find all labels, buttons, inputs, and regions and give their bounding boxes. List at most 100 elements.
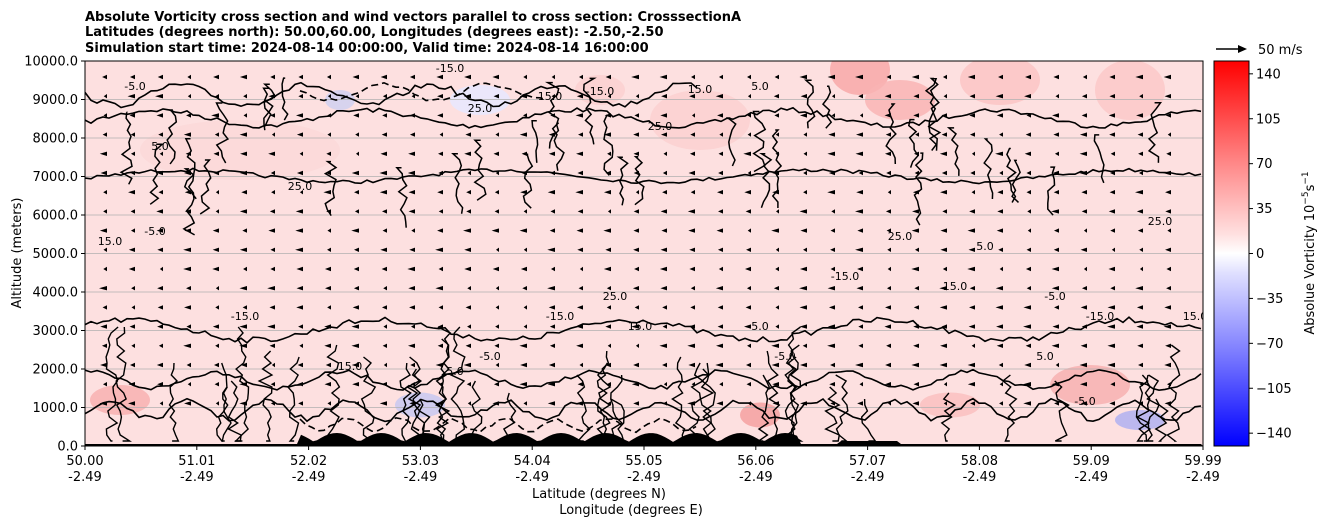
wind-vector [215, 305, 219, 310]
wind-vector [240, 151, 247, 156]
wind-vector [660, 209, 667, 214]
contour-label: -5.0 [1044, 290, 1065, 303]
wind-vector [243, 266, 247, 272]
wind-vector [101, 343, 107, 348]
y-axis: 0.0 1000.0 2000.0 3000.0 4000.0 5000.0 6000.0 7… [24, 55, 85, 455]
wind-vector [1108, 113, 1115, 118]
wind-vector [803, 151, 807, 156]
wind-vector [799, 305, 807, 310]
wind-vector [774, 113, 779, 118]
wind-vector [437, 228, 443, 233]
wind-vector [186, 324, 191, 329]
wind-vector [998, 362, 1003, 368]
wind-vector [914, 170, 919, 176]
contour-line [119, 111, 133, 185]
wind-vector [438, 305, 443, 310]
wind-vector [995, 94, 1003, 99]
wind-vector [1026, 170, 1031, 176]
wind-vector [716, 401, 723, 406]
wind-vector [605, 74, 611, 80]
wind-vector [1137, 343, 1143, 348]
wind-vector [103, 209, 107, 214]
wind-vector [662, 170, 667, 176]
contour-line [262, 87, 274, 131]
wind-vector [1024, 362, 1031, 368]
wind-vector [438, 382, 443, 387]
wind-vector [940, 247, 947, 252]
wind-vector [467, 401, 471, 406]
wind-vector [103, 94, 107, 99]
wind-vector [828, 132, 835, 137]
wind-vector [158, 132, 163, 137]
wind-vector [939, 286, 947, 291]
wind-vector [295, 228, 303, 233]
wind-vector [183, 247, 191, 252]
wind-vector [381, 382, 387, 387]
wind-vector [1026, 286, 1031, 291]
contour-label: -5.0 [124, 80, 145, 93]
x-tick-label-lon: -2.49 [1074, 470, 1108, 485]
wind-vector [1139, 382, 1143, 387]
wind-vector [970, 401, 975, 406]
wind-vector [242, 305, 247, 310]
wind-vector [913, 94, 919, 99]
wind-vector [942, 209, 947, 214]
contour-line [1093, 134, 1105, 184]
y-tick-label: 3000.0 [33, 324, 79, 339]
wind-vector [408, 209, 415, 214]
wind-vector [691, 113, 695, 118]
wind-vector [1139, 170, 1143, 176]
wind-vector [129, 324, 135, 329]
wind-vector [663, 401, 667, 406]
wind-vector [435, 247, 443, 252]
wind-vector [1023, 382, 1031, 387]
wind-vector [1167, 132, 1171, 137]
wind-vector [747, 228, 751, 233]
wind-vector [157, 247, 163, 252]
wind-vector [239, 247, 247, 252]
wind-vector [803, 190, 807, 195]
wind-vector [1110, 382, 1115, 387]
colorbar-gradient [1213, 60, 1250, 447]
contour-line [725, 117, 737, 167]
wind-vector [914, 247, 919, 252]
wind-vector [464, 266, 471, 272]
wind-vector [827, 190, 835, 195]
contour-line [752, 110, 767, 173]
contour-line [85, 81, 698, 109]
contour-label: 5.0 [751, 320, 769, 333]
wind-vector [492, 74, 499, 80]
contour-line [215, 102, 230, 164]
wind-vector [715, 94, 723, 99]
wind-vector [324, 382, 331, 387]
wind-vector [99, 401, 107, 406]
wind-vector [325, 362, 331, 368]
wind-vector [128, 401, 135, 406]
contour-label: -15.0 [831, 270, 859, 283]
wind-vector [631, 382, 639, 387]
wind-vector [775, 209, 779, 214]
wind-vector [520, 190, 527, 195]
wind-vector [634, 305, 639, 310]
wind-vector [967, 362, 975, 368]
wind-vector [102, 132, 107, 137]
wind-vector [213, 74, 219, 80]
wind-vector [885, 305, 891, 310]
wind-vector [99, 151, 107, 156]
wind-vector [887, 190, 891, 195]
wind-vector [547, 401, 555, 406]
wind-vector [379, 170, 387, 176]
chart-title-line-2: Latitudes (degrees north): 50.00,60.00, … [85, 25, 664, 40]
contour-line [1135, 374, 1151, 442]
wind-vector [212, 324, 219, 329]
wind-vector [855, 209, 863, 214]
wind-vector [549, 324, 555, 329]
wind-vector [996, 343, 1003, 348]
wind-vector [243, 113, 247, 118]
wind-vector [466, 209, 471, 214]
wind-vector [887, 286, 891, 291]
wind-vector [745, 209, 751, 214]
wind-vector [857, 228, 863, 233]
contour-line [1054, 380, 1070, 442]
wind-vector [239, 324, 247, 329]
